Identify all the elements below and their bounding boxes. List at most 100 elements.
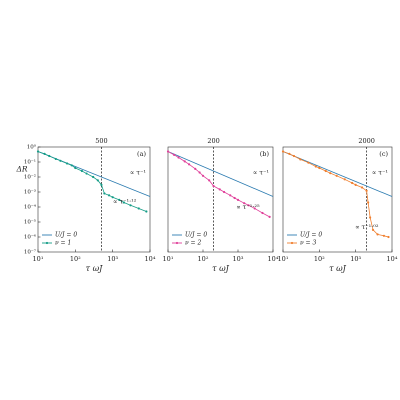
- data-point: [253, 207, 256, 210]
- legend-label: ν = 1: [55, 240, 71, 247]
- x-tick-label: 10⁴: [268, 255, 279, 263]
- data-point: [107, 194, 111, 197]
- data-point: [307, 161, 310, 164]
- y-tick-label: 10⁻⁴: [24, 204, 37, 211]
- data-point: [261, 211, 264, 215]
- y-tick-label: 10⁻¹: [24, 159, 36, 166]
- data-point: [233, 196, 236, 200]
- data-point: [166, 150, 170, 153]
- legend-label: ν = 2: [185, 240, 201, 247]
- legend-label: ν = 3: [300, 240, 316, 247]
- plot-frame: [282, 146, 393, 253]
- annotation: ∝ τ⁻¹·²⁵: [236, 203, 260, 211]
- x-tick-label: 10¹: [163, 255, 174, 263]
- data-point: [65, 162, 69, 165]
- data-point: [299, 158, 302, 161]
- data-point: [70, 164, 73, 167]
- data-point: [367, 201, 370, 204]
- annotation: ∝ τ⁻¹·⁰²: [355, 223, 379, 231]
- legend-marker: [290, 241, 294, 245]
- data-point: [137, 207, 140, 210]
- x-tick-label: 10¹: [33, 255, 44, 263]
- data-point: [183, 160, 186, 163]
- x-tick-label: 10³: [350, 255, 361, 263]
- data-point: [212, 184, 215, 188]
- data-point: [145, 210, 148, 213]
- data-point: [96, 179, 99, 182]
- y-tick-label: 10⁻⁶: [24, 234, 37, 241]
- data-point: [292, 154, 296, 158]
- data-point: [92, 175, 95, 179]
- x-tick-label: 10²: [198, 255, 209, 263]
- data-point: [74, 166, 77, 170]
- annotation: ∝ τ⁻¹: [372, 169, 388, 177]
- y-tick-label: 10⁻⁵: [24, 219, 36, 226]
- plot-frame: [167, 146, 274, 253]
- vertical-marker-label: 500: [95, 137, 107, 145]
- data-point: [122, 201, 126, 204]
- legend-label: U/J = 0: [300, 232, 322, 239]
- data-point: [100, 183, 103, 186]
- x-axis-label: τ ωJ: [329, 264, 346, 273]
- data-point: [85, 172, 88, 175]
- data-point: [343, 178, 346, 181]
- data-point: [187, 163, 191, 166]
- x-tick-label: 10⁴: [145, 255, 156, 263]
- vertical-marker-label: 200: [207, 137, 219, 145]
- annotation: ∝ τ⁻¹·¹²: [113, 198, 137, 206]
- data-point: [365, 189, 368, 192]
- legend-marker: [45, 241, 49, 245]
- data-point: [80, 169, 84, 173]
- annotation: ∝ τ⁻¹: [253, 169, 269, 177]
- data-point: [281, 150, 285, 153]
- data-point: [371, 228, 375, 231]
- data-point: [43, 152, 46, 155]
- y-tick-label: 10⁻³: [24, 189, 36, 196]
- data-point: [382, 234, 386, 237]
- data-point: [111, 196, 114, 199]
- data-point: [208, 179, 211, 182]
- data-point: [198, 171, 201, 174]
- data-point: [59, 159, 62, 162]
- data-point: [329, 172, 332, 175]
- data-point: [103, 192, 106, 195]
- y-axis-label: ΔR: [15, 165, 27, 174]
- data-point: [54, 157, 57, 161]
- data-point: [218, 188, 221, 191]
- data-point: [173, 153, 176, 156]
- x-tick-label: 10³: [233, 255, 244, 263]
- data-point: [268, 215, 271, 218]
- y-tick-label: 10⁰: [27, 144, 37, 151]
- legend-label: U/J = 0: [55, 232, 77, 239]
- x-axis-label: τ ωJ: [86, 264, 103, 273]
- series-line: [167, 151, 274, 197]
- annotation: ∝ τ⁻¹: [130, 169, 146, 177]
- x-axis-label: τ ωJ: [212, 264, 229, 273]
- data-point: [247, 204, 250, 207]
- data-point: [324, 169, 327, 173]
- legend-marker: [175, 241, 179, 245]
- data-point: [201, 174, 205, 177]
- data-point: [177, 156, 180, 159]
- y-tick-label: 10⁻²: [24, 174, 36, 181]
- data-point: [222, 190, 226, 194]
- data-point: [194, 167, 197, 170]
- data-point: [288, 152, 291, 155]
- panel-label: (b): [260, 150, 270, 158]
- x-tick-label: 10⁴: [387, 255, 398, 263]
- panel-label: (a): [137, 150, 146, 158]
- y-tick-label: 10⁻⁷: [24, 249, 37, 256]
- data-point: [335, 174, 338, 177]
- data-point: [129, 204, 132, 207]
- x-tick-label: 10²: [314, 255, 325, 263]
- x-tick-label: 10³: [107, 255, 118, 263]
- legend-label: U/J = 0: [185, 232, 207, 239]
- data-point: [360, 186, 364, 189]
- data-point: [387, 235, 390, 239]
- plot-frame: [37, 146, 151, 253]
- data-point: [36, 150, 40, 153]
- panel-label: (c): [379, 150, 388, 158]
- data-point: [351, 181, 354, 185]
- data-point: [369, 216, 372, 219]
